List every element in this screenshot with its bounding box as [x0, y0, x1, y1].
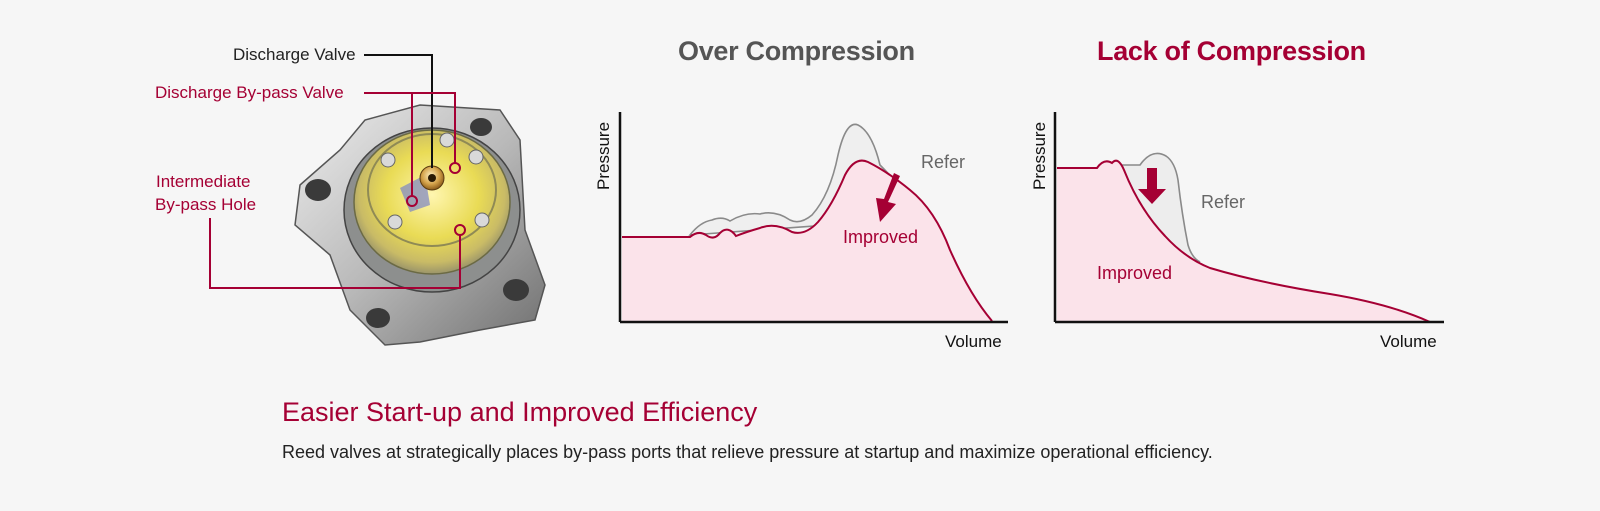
lack-arrow [1138, 168, 1166, 204]
lack-y-axis-label: Pressure [1030, 121, 1049, 190]
over-refer-label: Refer [921, 152, 966, 172]
lack-refer-label: Refer [1201, 192, 1246, 212]
over-compression-title: Over Compression [678, 36, 915, 66]
over-improved-area [622, 160, 992, 321]
headline: Easier Start-up and Improved Efficiency [282, 397, 758, 427]
discharge-valve-leader [364, 54, 433, 168]
discharge-bypass-leader-b [412, 92, 456, 163]
intermediate-bypass-hole-label-line1: Intermediate [156, 172, 251, 191]
lack-improved-curve [1057, 159, 1431, 323]
lack-compression-title: Lack of Compression [1097, 36, 1366, 66]
lack-x-axis-label: Volume [1380, 332, 1437, 351]
lack-improved-label: Improved [1097, 263, 1173, 283]
over-improved-label: Improved [843, 227, 919, 247]
intermediate-bypass-leader [209, 218, 461, 289]
over-improved-curve [622, 159, 993, 322]
intermediate-bypass-hole-label-line2: By-pass Hole [155, 195, 257, 214]
discharge-valve-label: Discharge Valve [233, 45, 356, 64]
lack-improved-area [1057, 160, 1430, 322]
over-arrow [876, 173, 900, 222]
discharge-bypass-valve-label: Discharge By-pass Valve [155, 83, 344, 102]
description: Reed valves at strategically places by-p… [282, 442, 1213, 462]
over-x-axis-label: Volume [945, 332, 1002, 351]
